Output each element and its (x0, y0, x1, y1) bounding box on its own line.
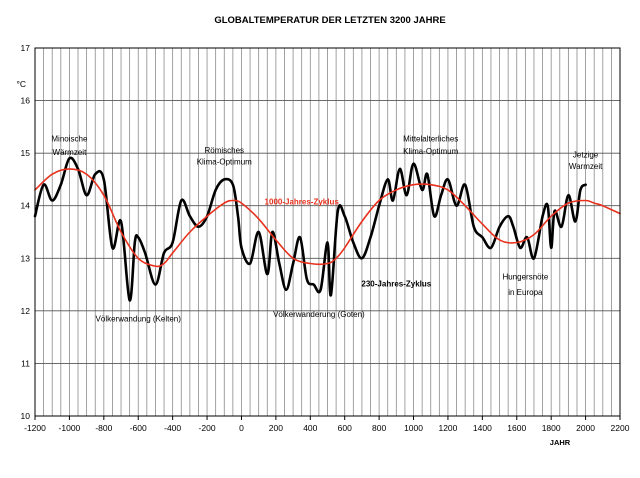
x-tick-label: 1000 (404, 423, 423, 433)
series-line-2 (34, 168, 621, 268)
chart-title: GLOBALTEMPERATUR DER LETZTEN 3200 JAHRE (214, 15, 445, 26)
x-tick-label: 1800 (542, 423, 561, 433)
x-tick-label: 1200 (438, 423, 457, 433)
annotations: Minoische Wärmzeit Römisches Klima-Optimum M… (51, 135, 603, 324)
x-tick-label: 600 (338, 423, 352, 433)
x-tick-label: -600 (130, 423, 147, 433)
x-tick-labels: -1200 -1000 -800 -600 -400 -200 0 200 400 600 800 1… (24, 416, 630, 433)
annotation: Klima-Optimum (197, 158, 252, 167)
x-tick-label: 200 (269, 423, 283, 433)
grid (35, 48, 620, 416)
x-tick-label: 1600 (507, 423, 526, 433)
y-tick-label: 15 (21, 148, 31, 158)
annotation: in Europa (508, 288, 543, 297)
x-tick-label: 2200 (611, 423, 630, 433)
annotation: Klima-Optimum (403, 147, 458, 156)
y-tick-label: 16 (21, 96, 31, 106)
annotation: Völkerwandung (Kelten) (96, 314, 182, 323)
series-label: 1000-Jahres-Zyklus (265, 198, 340, 207)
x-tick-label: 1400 (473, 423, 492, 433)
x-tick-label: -400 (164, 423, 181, 433)
annotation: Mittelalterliches (403, 135, 458, 144)
annotation: Wärmzeit (53, 148, 88, 157)
y-tick-label: 11 (21, 358, 30, 368)
x-tick-label: 0 (239, 423, 244, 433)
x-tick-label: -1000 (59, 423, 81, 433)
series-line-1 (33, 156, 587, 302)
x-tick-label: 400 (303, 423, 317, 433)
x-axis-label: JAHR (550, 438, 571, 447)
y-tick-label: 17 (21, 43, 31, 53)
annotation: Römisches (204, 146, 244, 155)
series-lines (33, 156, 621, 302)
annotation: Warmzeit (569, 162, 603, 171)
series-label: 230-Jahres-Zyklus (361, 280, 431, 289)
annotation: Jetzige (573, 150, 599, 159)
x-tick-label: 800 (372, 423, 386, 433)
annotation: Hungersnöte (502, 272, 548, 281)
x-tick-label: -200 (199, 423, 216, 433)
plot-frame (34, 47, 621, 417)
y-tick-label: 10 (21, 411, 31, 421)
x-tick-label: 2000 (576, 423, 595, 433)
y-axis-label: °C (16, 79, 26, 89)
y-tick-label: 12 (21, 306, 31, 316)
x-tick-label: -1200 (24, 423, 46, 433)
annotation: Völkerwanderung (Goten) (273, 310, 365, 319)
y-tick-labels: 10 11 12 13 14 15 16 17 (21, 43, 31, 421)
annotation: Minoische (51, 135, 88, 144)
y-tick-label: 14 (21, 201, 31, 211)
y-tick-label: 13 (21, 253, 31, 263)
x-tick-label: -800 (95, 423, 112, 433)
